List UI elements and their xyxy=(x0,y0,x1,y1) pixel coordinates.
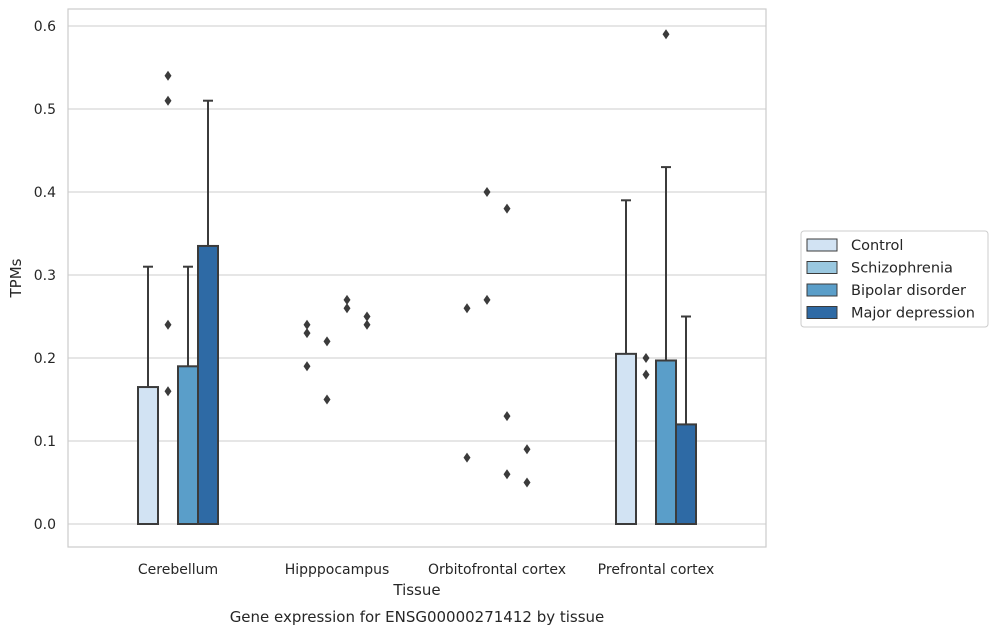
y-tick-label: 0.6 xyxy=(34,19,56,35)
outlier-point xyxy=(164,95,172,106)
bar xyxy=(177,365,199,525)
outlier-point xyxy=(164,70,172,81)
y-tick-label: 0.0 xyxy=(34,517,56,533)
outlier-point xyxy=(503,469,511,480)
outlier-point xyxy=(164,319,172,330)
x-tick-label: Hipppocampus xyxy=(285,562,390,578)
outlier-point xyxy=(363,311,371,322)
y-tick-label: 0.2 xyxy=(34,351,56,367)
outlier-point xyxy=(642,353,650,363)
legend-label: Major depression xyxy=(851,306,975,322)
outlier-point xyxy=(363,319,371,330)
x-tick-label: Orbitofrontal cortex xyxy=(428,562,566,578)
outlier-point xyxy=(523,477,531,488)
outlier-point xyxy=(503,411,511,422)
outlier-point xyxy=(463,452,471,463)
x-tick-labels: Cerebellum Hipppocampus Orbitofrontal cort… xyxy=(138,562,714,578)
outlier-point xyxy=(503,203,511,214)
outlier-point xyxy=(483,294,491,305)
bar xyxy=(675,423,697,525)
outlier-point xyxy=(343,294,351,305)
outlier-point xyxy=(662,29,670,40)
legend-box xyxy=(800,230,989,328)
bar xyxy=(655,359,677,525)
y-tick-labels: 0.0 0.1 0.2 0.3 0.4 0.5 0.6 xyxy=(34,19,56,533)
y-axis-label: TPMs xyxy=(7,258,25,298)
outlier-point xyxy=(303,319,311,330)
outlier-point xyxy=(303,361,311,372)
outlier-point xyxy=(303,328,311,339)
x-tick-label: Cerebellum xyxy=(138,562,218,578)
outlier-point xyxy=(523,444,531,455)
y-tick-label: 0.5 xyxy=(34,102,56,118)
legend-swatch xyxy=(806,283,838,297)
outlier-point xyxy=(463,303,471,314)
bar xyxy=(615,352,637,525)
legend: Control Schizophrenia Bipolar disorder Majo… xyxy=(800,230,989,328)
outlier-point xyxy=(343,303,351,314)
legend-label: Bipolar disorder xyxy=(851,283,966,299)
x-axis-label: Tissue xyxy=(392,581,440,599)
outlier-point xyxy=(642,369,650,380)
chart-caption: Gene expression for ENSG00000271412 by t… xyxy=(230,608,605,626)
outlier-point xyxy=(323,336,331,347)
y-tick-label: 0.1 xyxy=(34,434,56,450)
plot-frame xyxy=(67,8,767,548)
bar xyxy=(137,386,159,525)
outlier-point xyxy=(164,386,172,397)
x-tick-label: Prefrontal cortex xyxy=(598,562,715,578)
legend-label: Control xyxy=(851,238,903,254)
legend-swatch xyxy=(806,238,838,252)
bar xyxy=(197,244,219,525)
outlier-point xyxy=(323,394,331,405)
legend-swatch xyxy=(806,306,838,319)
plot-marks xyxy=(137,29,697,525)
y-tick-label: 0.4 xyxy=(34,185,56,201)
outlier-point xyxy=(483,187,491,197)
legend-swatch xyxy=(806,261,838,274)
y-tick-label: 0.3 xyxy=(34,268,56,284)
legend-label: Schizophrenia xyxy=(851,261,953,277)
